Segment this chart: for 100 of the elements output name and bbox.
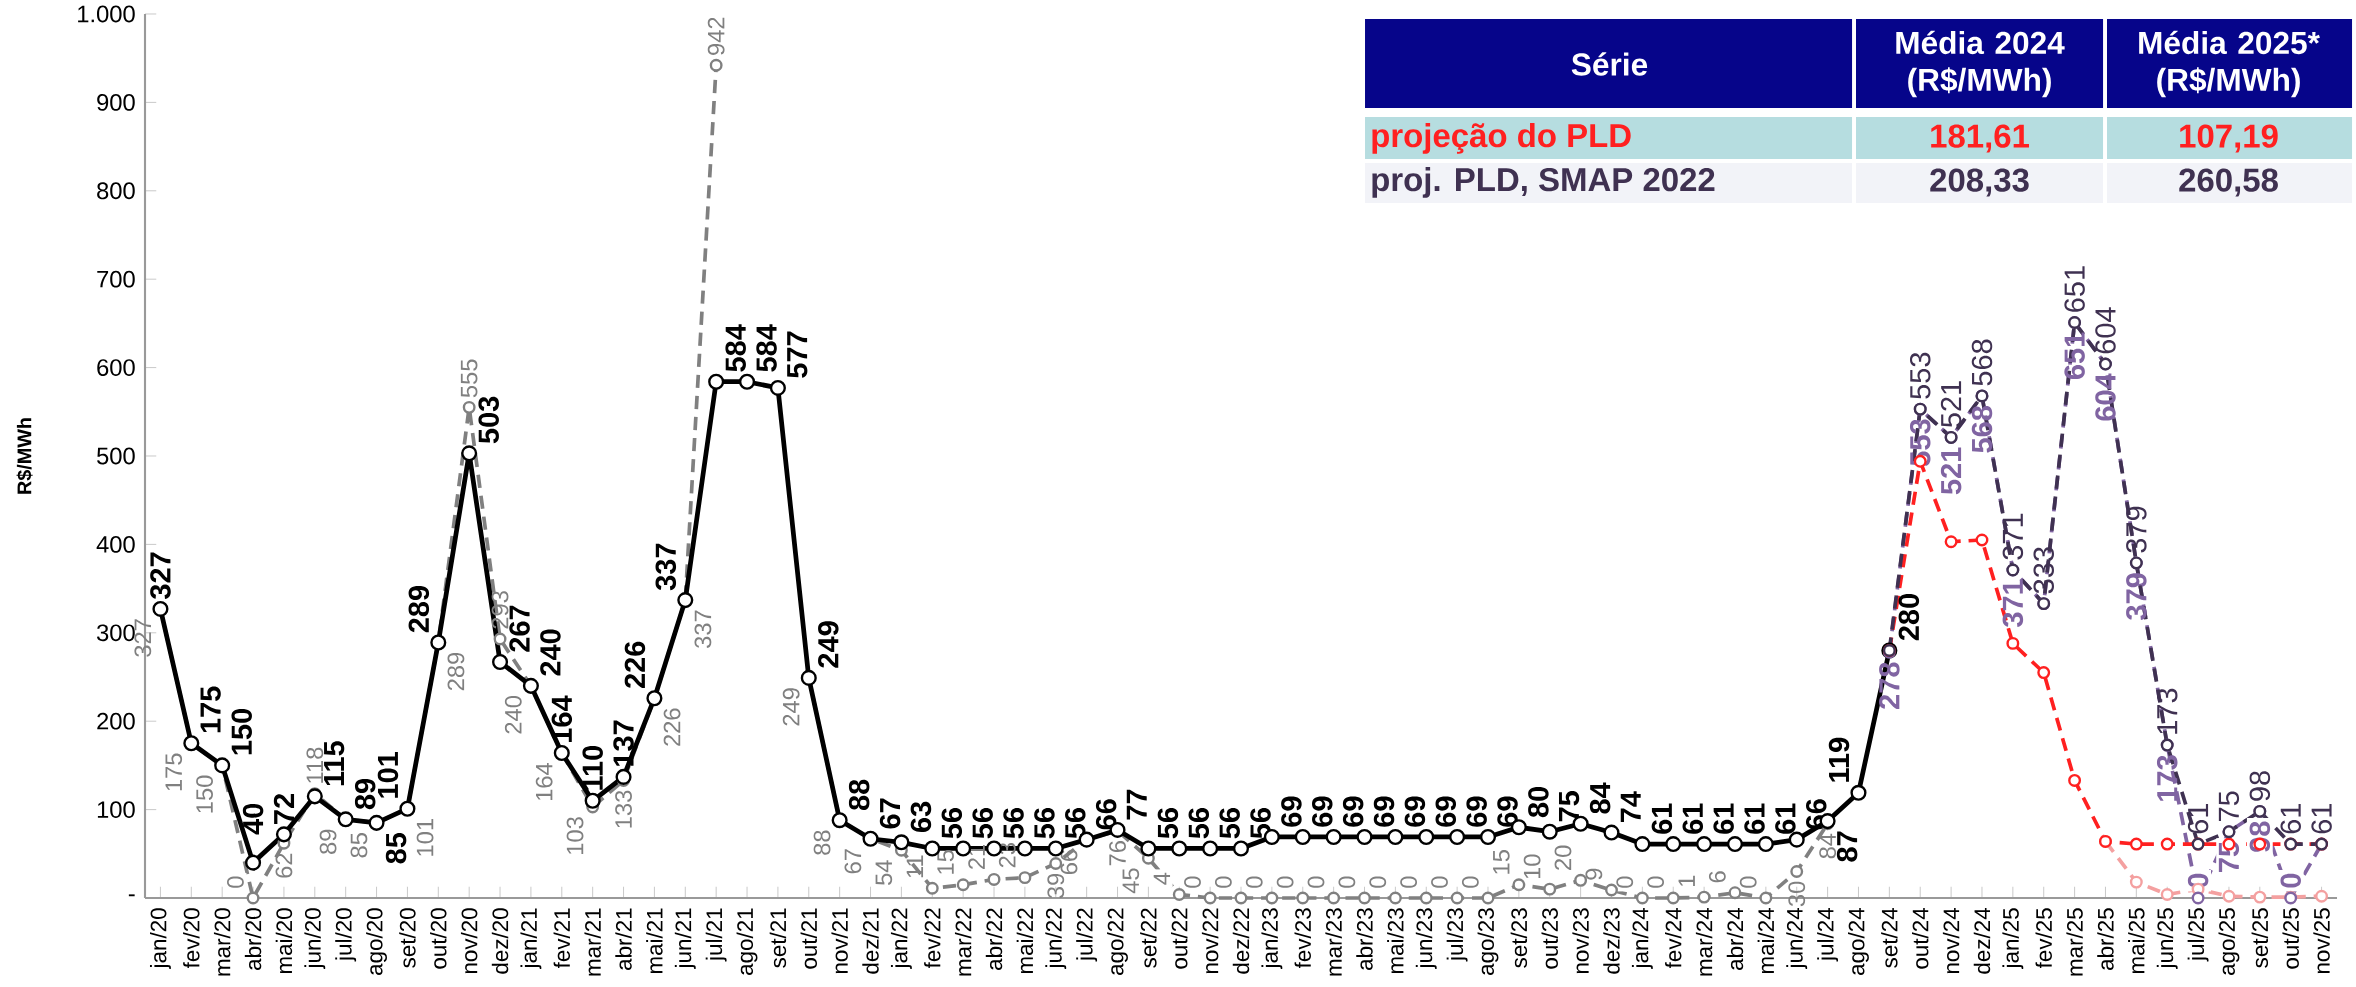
data-label: 20 xyxy=(1554,845,1572,870)
x-tick-label: set/23 xyxy=(1510,908,1528,968)
annotation: 181,61 xyxy=(1931,124,2029,153)
x-tick-label: jan/23 xyxy=(1261,908,1283,969)
x-tick-label: ago/23 xyxy=(1477,908,1499,975)
x-tick-label: jul/20 xyxy=(335,908,357,962)
data-label: 293 xyxy=(491,591,509,629)
data-label: 69 xyxy=(1342,796,1364,827)
text: projeção do PLD xyxy=(1372,123,1631,154)
data-label: 62 xyxy=(275,853,293,878)
data-label: 69 xyxy=(1466,796,1487,827)
x-tick-label: jun/20 xyxy=(304,908,326,969)
data-label: 0 xyxy=(1245,876,1263,888)
y-tick-label: 200 xyxy=(97,712,135,730)
x-tick-label: nov/21 xyxy=(831,908,848,974)
annotation: 107,19 xyxy=(2180,124,2278,153)
y-tick-label: 100 xyxy=(97,801,135,819)
data-label: 88 xyxy=(848,779,870,811)
data-label: 577 xyxy=(787,331,808,378)
data-label: 651 xyxy=(2064,332,2085,380)
x-tick-label: jun/24 xyxy=(1786,907,1808,969)
y-tick-label: 600 xyxy=(97,359,135,377)
data-label: 133 xyxy=(615,790,632,828)
data-label: 67 xyxy=(844,849,862,874)
x-tick-label: set/25 xyxy=(2251,908,2269,968)
data-label: 15 xyxy=(937,850,954,874)
data-label: 521 xyxy=(1940,381,1962,428)
data-label: 85 xyxy=(385,832,407,864)
x-tick-label: ago/20 xyxy=(366,908,387,975)
data-label: 56 xyxy=(1034,808,1055,839)
data-label: 604 xyxy=(2095,373,2116,421)
data-label: 0 xyxy=(1739,876,1757,888)
x-tick-label: mar/22 xyxy=(954,908,972,976)
data-label: 61 xyxy=(2280,803,2301,834)
data-label: 61 xyxy=(2311,803,2332,834)
data-label: 0 xyxy=(1616,876,1634,888)
x-tick-label: fev/21 xyxy=(553,908,571,969)
x-tick-label: jan/22 xyxy=(890,908,912,969)
data-label: 56 xyxy=(1003,808,1024,839)
x-tick-label: jul/25 xyxy=(2187,908,2209,962)
x-tick-label: abr/25 xyxy=(2097,908,2114,970)
x-tick-label: jan/24 xyxy=(1631,907,1653,969)
data-label: 240 xyxy=(540,629,561,676)
y-tick-label: 400 xyxy=(96,535,135,553)
data-label: 249 xyxy=(818,621,839,668)
x-tick-label: set/20 xyxy=(399,908,416,968)
data-label: 85 xyxy=(350,833,368,858)
data-label: 327 xyxy=(150,552,171,600)
data-label: 175 xyxy=(200,686,221,733)
annotation: 260,58 xyxy=(2179,168,2278,197)
data-label: 553 xyxy=(1909,352,1931,399)
x-tick-label: dez/23 xyxy=(1603,908,1620,974)
data-label: 604 xyxy=(2095,307,2116,354)
data-label: 63 xyxy=(910,801,932,832)
data-label: 942 xyxy=(707,17,725,55)
data-label: 503 xyxy=(478,396,499,444)
x-tick-label: nov/25 xyxy=(2313,908,2330,974)
data-label: 61 xyxy=(1682,803,1704,834)
x-tick-label: set/21 xyxy=(769,908,787,968)
data-label: 15 xyxy=(1493,850,1510,874)
data-label: 337 xyxy=(655,543,677,591)
x-tick-label: mai/21 xyxy=(646,908,663,974)
data-label: 521 xyxy=(1940,447,1962,495)
y-tick-label: 300 xyxy=(97,624,135,642)
x-tick-label: abr/20 xyxy=(244,908,262,970)
data-label: 61 xyxy=(1775,803,1796,834)
data-label: 0 xyxy=(2280,873,2301,888)
x-tick-label: abr/23 xyxy=(1356,908,1373,970)
data-label: 226 xyxy=(663,708,681,746)
y-tick-label: 1.000 xyxy=(78,5,135,23)
data-label: 289 xyxy=(408,585,430,633)
x-tick-label: nov/20 xyxy=(460,908,478,974)
data-label: 0 xyxy=(1276,876,1294,888)
x-tick-label: out/22 xyxy=(1171,908,1188,969)
x-tick-label: ago/25 xyxy=(2218,908,2240,975)
x-tick-label: out/21 xyxy=(800,908,817,969)
x-tick-label: mar/23 xyxy=(1325,908,1342,976)
y-tick-label: 800 xyxy=(97,182,135,200)
data-label: 379 xyxy=(2126,573,2147,620)
data-label: 76 xyxy=(1109,841,1126,866)
x-tick-label: jun/23 xyxy=(1415,908,1437,969)
data-label: 0 xyxy=(1184,876,1201,888)
data-label: 101 xyxy=(416,819,434,856)
data-label: 103 xyxy=(566,817,584,854)
data-label: 6 xyxy=(1708,871,1726,883)
data-label: 69 xyxy=(1404,796,1426,827)
annotation: Média 2024 (R$/MWh) xyxy=(1896,30,2065,98)
x-tick-label: fev/23 xyxy=(1294,908,1311,969)
data-label: 371 xyxy=(2002,580,2024,627)
data-label: 84 xyxy=(1589,782,1611,814)
data-label: 45 xyxy=(1122,868,1140,894)
x-tick-label: set/24 xyxy=(1881,907,1898,968)
data-label: 4 xyxy=(1153,872,1171,885)
data-label: 69 xyxy=(1281,796,1302,827)
x-tick-label: jul/22 xyxy=(1076,908,1098,962)
data-label: 98 xyxy=(2249,771,2271,801)
data-label: 61 xyxy=(1651,803,1673,834)
x-tick-label: abr/21 xyxy=(615,908,632,970)
data-label: 0 xyxy=(1431,876,1448,888)
x-tick-label: mar/24 xyxy=(1695,907,1713,976)
